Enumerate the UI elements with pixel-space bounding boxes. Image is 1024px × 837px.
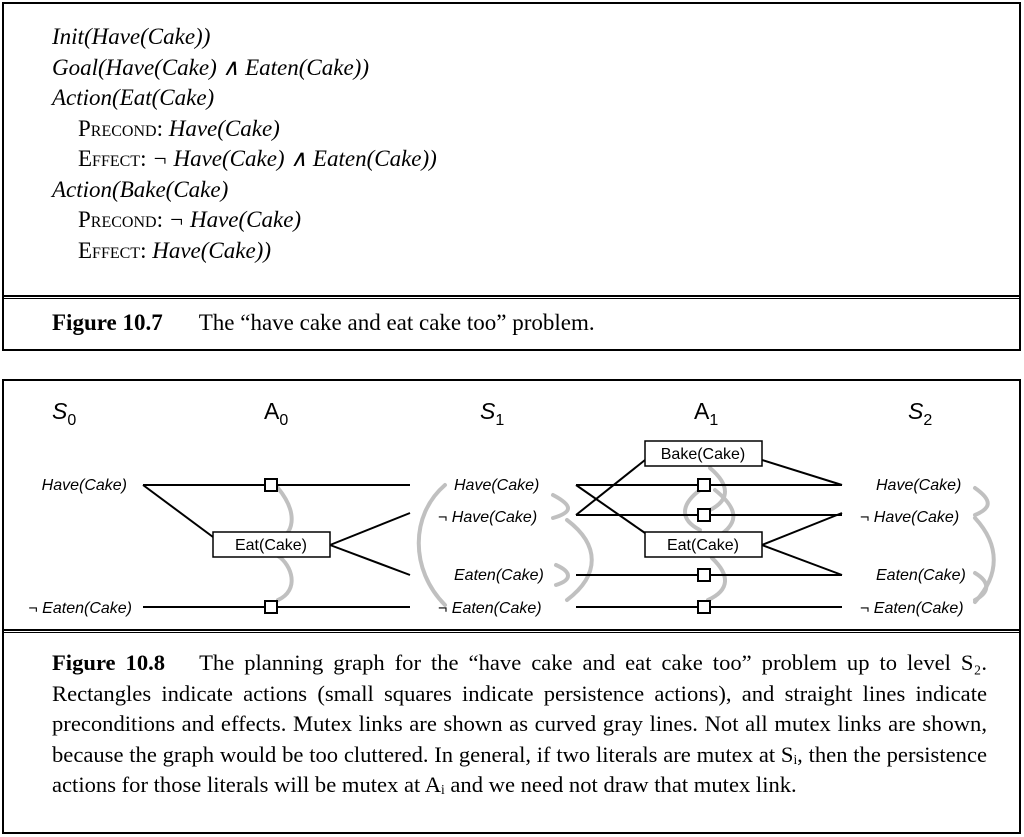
literal-s1-not-have-cake: ¬ Have(Cake): [438, 509, 537, 526]
action-eat-a0: Eat(Cake): [212, 531, 331, 558]
caption-text: The planning graph for the “have cake an…: [52, 650, 987, 797]
persistence-square: [697, 600, 711, 614]
action-label: Eat(Cake): [235, 537, 307, 554]
literal-s1-have-cake: Have(Cake): [454, 477, 539, 494]
caption-text: The “have cake and eat cake too” problem…: [198, 310, 595, 335]
mutex-link: [973, 486, 990, 517]
mutex-link: [708, 466, 727, 512]
action-label: Eat(Cake): [667, 537, 739, 554]
action-schema-code: Init(Have(Cake)) Goal(Have(Cake) ∧ Eaten…: [52, 22, 437, 266]
code-line-eat-effect: Effect: ¬ Have(Cake) ∧ Eaten(Cake)): [78, 146, 437, 171]
mutex-link: [706, 556, 727, 602]
mutex-link: [683, 488, 702, 532]
literal-s2-not-eaten-cake: ¬ Eaten(Cake): [860, 600, 964, 617]
mutex-link: [276, 554, 294, 602]
mutex-link: [565, 518, 594, 602]
caption-divider: [4, 295, 1019, 299]
figure-10-8-caption: Figure 10.8 The planning graph for the “h…: [52, 648, 987, 801]
header-a0: A0: [264, 398, 288, 429]
persistence-actions: [264, 478, 711, 614]
header-s0: S0: [52, 398, 76, 429]
caption-label: Figure 10.7: [52, 310, 163, 335]
header-s2: S2: [908, 398, 932, 429]
figure-10-8-frame: [2, 379, 1021, 834]
mutex-link: [973, 571, 989, 602]
action-eat-a1: Eat(Cake): [644, 531, 763, 558]
code-line-action-bake: Action(Bake(Cake): [52, 176, 229, 202]
code-line-goal: Goal(Have(Cake) ∧ Eaten(Cake)): [52, 54, 369, 80]
mutex-link: [554, 563, 570, 587]
literal-s2-have-cake: Have(Cake): [876, 477, 961, 494]
header-s1: S1: [480, 398, 504, 429]
code-line-eat-precond: Precond: Have(Cake): [78, 115, 280, 141]
code-line-bake-effect: Effect: Have(Cake)): [78, 237, 271, 263]
persistence-square: [264, 600, 278, 614]
persistence-square: [697, 508, 711, 522]
persistence-square: [264, 478, 278, 492]
persistence-square: [697, 568, 711, 582]
mutex-link: [551, 493, 570, 520]
literal-s2-eaten-cake: Eaten(Cake): [876, 567, 966, 584]
literal-s0-not-eaten-cake: ¬ Eaten(Cake): [28, 600, 132, 617]
literal-s0-have-cake: Have(Cake): [42, 477, 127, 494]
figure-10-7-caption: Figure 10.7 The “have cake and eat cake t…: [52, 310, 595, 336]
caption-label: Figure 10.8: [52, 650, 166, 675]
action-bake-a1: Bake(Cake): [644, 440, 763, 467]
literal-s1-eaten-cake: Eaten(Cake): [454, 567, 544, 584]
figure-10-7-frame: [2, 2, 1021, 351]
code-line-bake-precond: Precond: ¬ Have(Cake): [78, 207, 302, 232]
literal-s2-not-have-cake: ¬ Have(Cake): [860, 509, 959, 526]
literal-s1-not-eaten-cake: ¬ Eaten(Cake): [438, 600, 542, 617]
caption-divider: [4, 629, 1019, 633]
header-a1: A1: [694, 398, 718, 429]
action-label: Bake(Cake): [661, 446, 745, 463]
persistence-square: [697, 478, 711, 492]
code-line-action-eat: Action(Eat(Cake): [52, 85, 215, 110]
code-line-init: Init(Have(Cake)): [52, 24, 211, 49]
mutex-link: [416, 483, 447, 607]
